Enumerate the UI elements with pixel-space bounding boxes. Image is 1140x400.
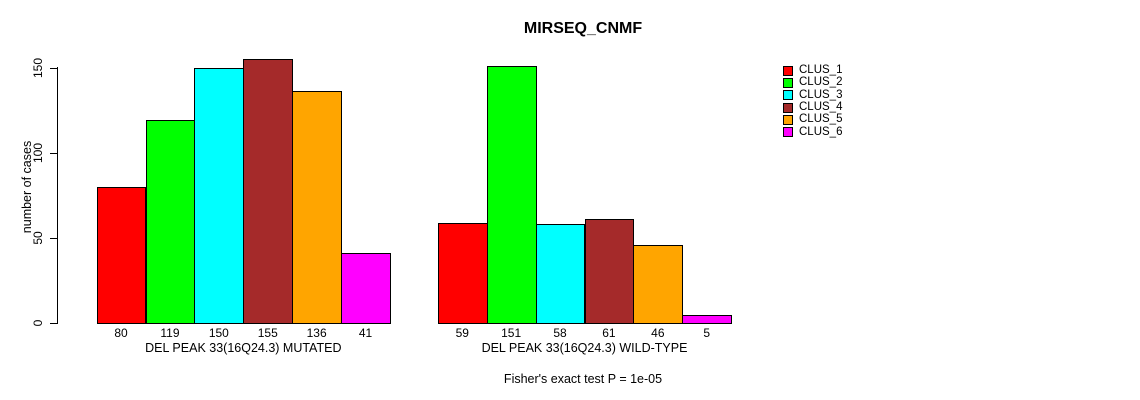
legend-swatch-clus_2 <box>783 77 793 88</box>
legend-label: CLUS_6 <box>799 125 843 138</box>
legend-swatch-clus_3 <box>783 90 793 101</box>
legend-label: CLUS_5 <box>799 113 843 126</box>
y-tick-mark <box>50 67 57 69</box>
bar-clus_5 <box>292 91 343 325</box>
bar-value-label: 58 <box>553 325 567 340</box>
y-tick-mark <box>50 152 57 154</box>
bar-value-label: 46 <box>651 325 665 340</box>
bar-clus_2 <box>145 120 196 325</box>
bar-clus_3 <box>535 224 586 325</box>
annotation-text: Fisher's exact test P = 1e-05 <box>503 372 663 386</box>
bar-clus_4 <box>243 59 294 325</box>
bar-clus_2 <box>486 65 537 325</box>
y-tick-label: 50 <box>31 231 45 245</box>
bar-value-label: 59 <box>455 325 469 340</box>
legend-swatch-clus_4 <box>783 102 793 113</box>
bar-value-label: 155 <box>257 325 278 340</box>
bar-value-label: 136 <box>306 325 327 340</box>
legend-label: CLUS_2 <box>799 76 843 89</box>
y-axis-line <box>57 67 58 324</box>
bar-clus_4 <box>584 219 635 325</box>
legend-label: CLUS_1 <box>799 64 843 76</box>
y-tick-label: 150 <box>31 57 45 78</box>
legend-swatch-clus_6 <box>783 127 793 138</box>
group-label: DEL PEAK 33(16Q24.3) MUTATED <box>145 340 342 355</box>
bar-value-label: 61 <box>602 325 616 340</box>
bar-clus_1 <box>96 186 147 325</box>
bar-clus_6 <box>682 314 733 325</box>
legend-label: CLUS_4 <box>799 101 843 114</box>
bar-value-label: 41 <box>358 325 373 340</box>
bar-value-label: 151 <box>501 325 522 340</box>
y-tick-mark <box>50 238 57 240</box>
legend-label: CLUS_3 <box>799 88 843 101</box>
chart-title: MIRSEQ_CNMF <box>523 20 643 37</box>
legend-swatch-clus_1 <box>783 65 793 76</box>
y-tick-mark <box>50 323 57 325</box>
y-tick-label: 0 <box>31 319 45 327</box>
legend-swatch-clus_5 <box>783 114 793 125</box>
bar-value-label: 119 <box>160 325 180 340</box>
bar-value-label: 150 <box>208 325 229 340</box>
bar-value-label: 80 <box>114 325 128 340</box>
bar-value-label: 5 <box>703 325 711 340</box>
bar-clus_6 <box>341 253 391 325</box>
group-label: DEL PEAK 33(16Q24.3) WILD-TYPE <box>481 340 688 355</box>
bar-clus_1 <box>437 222 488 325</box>
bar-clus_3 <box>194 67 245 325</box>
bar-clus_5 <box>633 244 684 325</box>
y-tick-label: 100 <box>31 142 45 163</box>
